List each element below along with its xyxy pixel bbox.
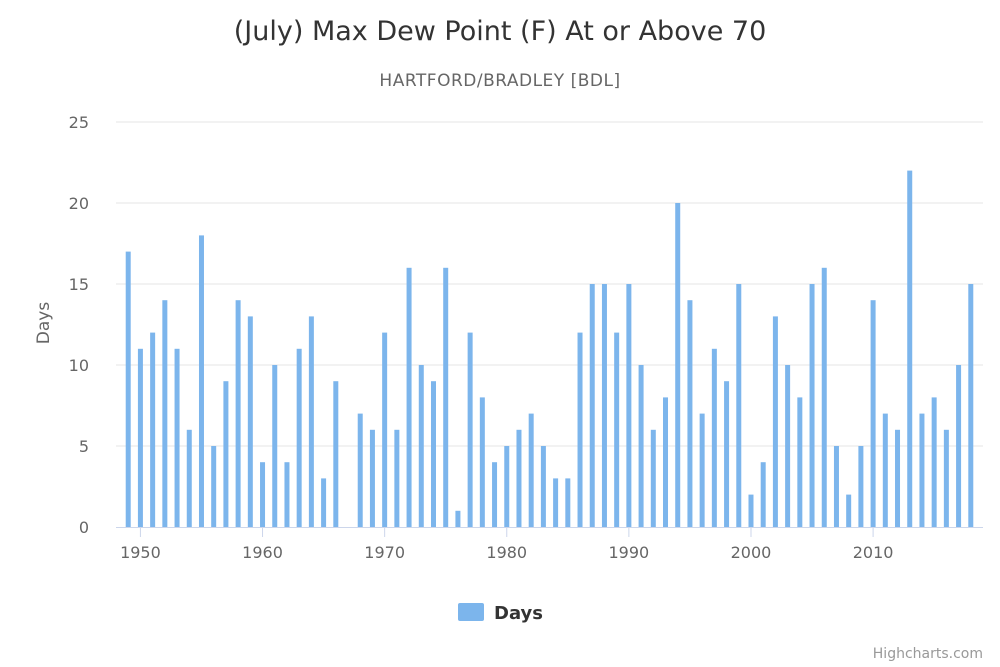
bar[interactable] [736,284,742,527]
bar[interactable] [394,429,400,527]
bar[interactable] [125,251,131,527]
bar[interactable] [137,348,143,527]
bar[interactable] [919,413,925,527]
bar[interactable] [577,332,583,527]
x-tick-label: 2010 [853,543,894,562]
bar[interactable] [614,332,620,527]
bar[interactable] [504,446,510,527]
x-tick-label: 1990 [609,543,650,562]
bar[interactable] [785,365,791,527]
x-tick-label: 2000 [731,543,772,562]
bar[interactable] [760,462,766,527]
bar[interactable] [663,397,669,527]
bar[interactable] [675,203,681,527]
bar[interactable] [443,267,449,527]
chart-subtitle: HARTFORD/BRADLEY [BDL] [379,71,620,91]
bar[interactable] [406,267,412,527]
bar[interactable] [492,462,498,527]
bar[interactable] [687,300,693,527]
bar[interactable] [418,365,424,527]
bar[interactable] [626,284,632,527]
x-tick-label: 1980 [486,543,527,562]
y-axis-ticks: 0 5 10 15 20 25 [69,113,89,537]
bar[interactable] [907,170,913,527]
bar[interactable] [211,446,217,527]
bar[interactable] [748,494,754,527]
grid-lines [116,121,983,447]
legend-swatch[interactable] [458,603,484,621]
bar[interactable] [895,429,901,527]
bar[interactable] [846,494,852,527]
credits-link[interactable]: Highcharts.com [873,646,983,662]
y-tick-label: 15 [69,275,89,294]
bar[interactable] [467,332,473,527]
x-tick-label: 1970 [364,543,405,562]
bar[interactable] [601,284,607,527]
x-axis-ticks: 1950 1960 1970 1980 1990 2000 2010 [120,527,893,562]
bar[interactable] [308,316,314,527]
bar[interactable] [272,365,278,527]
bar[interactable] [235,300,241,527]
bar[interactable] [968,284,974,527]
bar[interactable] [369,429,375,527]
bar[interactable] [858,446,864,527]
x-tick-label: 1960 [242,543,283,562]
bar[interactable] [247,316,253,527]
bar[interactable] [516,429,522,527]
bar[interactable] [638,365,644,527]
bar[interactable] [772,316,778,527]
x-tick-label: 1950 [120,543,161,562]
bar[interactable] [479,397,485,527]
bar[interactable] [284,462,290,527]
bar[interactable] [382,332,388,527]
y-tick-label: 10 [69,356,89,375]
y-tick-label: 5 [79,437,89,456]
bar[interactable] [931,397,937,527]
bar[interactable] [797,397,803,527]
bar-series[interactable] [125,170,974,527]
bar[interactable] [809,284,815,527]
bar[interactable] [711,348,717,527]
bar[interactable] [333,381,339,527]
bar[interactable] [589,284,595,527]
bar[interactable] [455,510,461,527]
legend[interactable]: Days [458,603,543,624]
bar[interactable] [186,429,192,527]
bar[interactable] [198,235,204,527]
y-axis-label: Days [34,302,54,345]
bar[interactable] [296,348,302,527]
bar[interactable] [699,413,705,527]
bar[interactable] [943,429,949,527]
bar[interactable] [223,381,229,527]
bar[interactable] [321,478,327,527]
y-tick-label: 20 [69,194,89,213]
bar[interactable] [357,413,363,527]
bar[interactable] [821,267,827,527]
bar[interactable] [430,381,436,527]
y-tick-label: 25 [69,113,89,132]
bar[interactable] [870,300,876,527]
bar[interactable] [528,413,534,527]
bar[interactable] [174,348,180,527]
bar[interactable] [162,300,168,527]
bar[interactable] [540,446,546,527]
bar[interactable] [833,446,839,527]
legend-label[interactable]: Days [494,603,543,624]
bar[interactable] [150,332,156,527]
bar[interactable] [724,381,730,527]
bar[interactable] [650,429,656,527]
bar[interactable] [882,413,888,527]
bar[interactable] [553,478,559,527]
chart-title: (July) Max Dew Point (F) At or Above 70 [234,16,767,47]
y-tick-label: 0 [79,518,89,537]
bar[interactable] [956,365,962,527]
bar[interactable] [260,462,266,527]
bar[interactable] [565,478,571,527]
